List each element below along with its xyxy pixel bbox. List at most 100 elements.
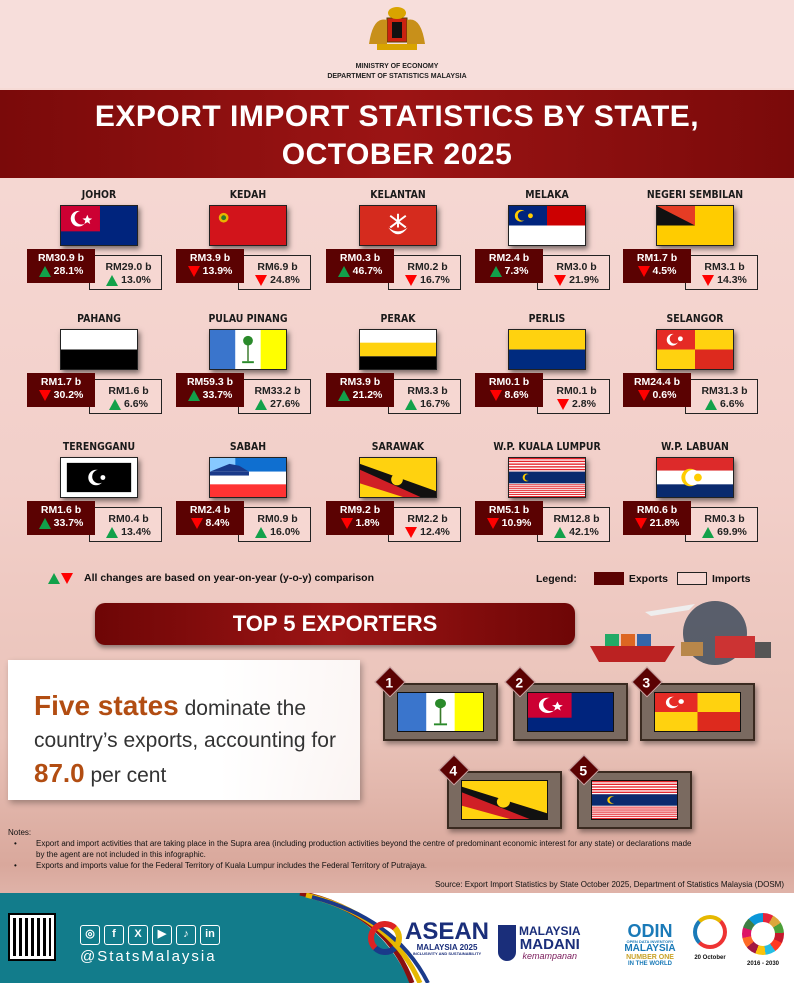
department-name: DEPARTMENT OF STATISTICS MALAYSIA <box>327 73 467 80</box>
social-icons: ◎ f X ▶ ♪ in <box>80 925 220 945</box>
source-citation: Source: Export Import Statistics by Stat… <box>434 880 784 889</box>
imports-box: RM1.6 b 6.6% <box>89 379 162 414</box>
qr-code[interactable] <box>8 913 56 961</box>
up-arrow-icon <box>109 398 122 410</box>
ministry-name: MINISTRY OF ECONOMY <box>355 63 439 70</box>
title-banner: EXPORT IMPORT STATISTICS BY STATE, OCTOB… <box>0 90 794 178</box>
state-flag <box>60 205 138 246</box>
header: MINISTRY OF ECONOMY DEPARTMENT OF STATIS… <box>0 0 794 88</box>
rank-number: 2 <box>515 674 524 691</box>
state-flag <box>656 329 734 370</box>
state-name: PERAK <box>380 312 416 325</box>
imports-value: RM3.1 b <box>704 261 745 273</box>
exports-value: RM0.1 b <box>488 376 530 388</box>
instagram-icon[interactable]: ◎ <box>80 925 100 945</box>
rank-number: 5 <box>579 762 588 779</box>
up-arrow-icon <box>38 517 51 529</box>
down-arrow-icon <box>405 274 418 286</box>
legend-exports-swatch <box>593 572 624 585</box>
imports-value: RM3.3 b <box>407 385 448 397</box>
up-arrow-icon <box>554 526 567 538</box>
flag-sarawak-icon <box>360 458 436 497</box>
summary-highlight: Five states <box>34 690 179 721</box>
imports-value: RM1.6 b <box>108 385 149 397</box>
exports-value: RM9.2 b <box>339 504 381 516</box>
top5-flag-frame <box>383 683 498 741</box>
flag-penang-icon <box>398 693 483 731</box>
state-name: KELANTAN <box>370 188 426 201</box>
exports-change: 0.6% <box>652 389 677 401</box>
imports-value: RM0.2 b <box>407 261 448 273</box>
flag-kelantan-icon <box>360 206 436 245</box>
state-card: SELANGOR RM24.4 b 0.6% RM31.3 b 6.6% <box>623 310 773 425</box>
up-arrow-icon <box>38 265 51 277</box>
exports-value: RM2.4 b <box>488 252 530 264</box>
exports-change: 28.1% <box>53 265 84 277</box>
youtube-icon[interactable]: ▶ <box>152 925 172 945</box>
state-flag <box>60 329 138 370</box>
imports-change: 14.3% <box>717 274 747 286</box>
state-card: JOHOR RM30.9 b 28.1% RM29.0 b 13.0% <box>27 186 177 301</box>
state-name: W.P. LABUAN <box>661 440 729 453</box>
exports-value: RM0.6 b <box>636 504 678 516</box>
flag-johor-icon <box>528 693 613 731</box>
top5-flag-frame <box>447 771 562 829</box>
down-arrow-icon <box>190 517 203 529</box>
flag-selangor-icon <box>655 693 740 731</box>
imports-value: RM3.0 b <box>556 261 597 273</box>
flag-sabah-icon <box>210 458 286 497</box>
exports-box: RM5.1 b 10.9% <box>475 501 543 535</box>
exports-value: RM1.6 b <box>40 504 82 516</box>
imports-box: RM0.9 b 16.0% <box>238 507 311 542</box>
imports-box: RM0.2 b 16.7% <box>388 255 461 290</box>
imports-value: RM12.8 b <box>553 513 600 525</box>
state-card: PAHANG RM1.7 b 30.2% RM1.6 b 6.6% <box>27 310 177 425</box>
page-title-line2: OCTOBER 2025 <box>281 138 513 171</box>
exports-box: RM24.4 b 0.6% <box>623 373 691 407</box>
rank-number: 4 <box>449 762 458 779</box>
exports-change: 46.7% <box>352 265 383 277</box>
exports-change: 30.2% <box>53 389 84 401</box>
exports-box: RM2.4 b 7.3% <box>475 249 543 283</box>
trade-ship-illustration <box>590 601 771 665</box>
state-name: KEDAH <box>229 188 267 201</box>
flag-penang-icon <box>210 330 286 369</box>
exports-box: RM1.7 b 4.5% <box>623 249 691 283</box>
imports-change: 16.0% <box>270 526 300 538</box>
state-card: PERLIS RM0.1 b 8.6% RM0.1 b 2.8% <box>475 310 625 425</box>
top5-flag-frame <box>513 683 628 741</box>
imports-box: RM0.1 b 2.8% <box>537 379 610 414</box>
exports-change: 4.5% <box>652 265 677 277</box>
imports-value: RM2.2 b <box>407 513 448 525</box>
rank-number: 1 <box>385 674 394 691</box>
state-name: PAHANG <box>77 312 121 325</box>
x-icon[interactable]: X <box>128 925 148 945</box>
exports-box: RM3.9 b 13.9% <box>176 249 244 283</box>
state-name: SABAH <box>229 440 267 453</box>
yoy-note-text: All changes are based on year-on-year (y… <box>84 572 375 584</box>
imports-change: 27.6% <box>270 398 300 410</box>
statistics-day-logo: 20 October <box>688 915 732 961</box>
imports-change: 42.1% <box>569 526 599 538</box>
exports-box: RM9.2 b 1.8% <box>326 501 394 535</box>
flag-kedah-icon <box>210 206 286 245</box>
asean-2025-logo: ASEAN MALAYSIA 2025 INCLUSIVITY AND SUSTAI… <box>368 920 493 956</box>
malaysia-madani-logo: MALAYSIA MADANI kemampanan <box>498 925 608 961</box>
facebook-icon[interactable]: f <box>104 925 124 945</box>
imports-change: 6.6% <box>124 398 148 410</box>
imports-box: RM33.2 b 27.6% <box>238 379 311 414</box>
tiktok-icon[interactable]: ♪ <box>176 925 196 945</box>
exports-value: RM30.9 b <box>37 252 85 264</box>
odin-logo: ODIN OPEN DATA INVENTORY MALAYSIA NUMBER… <box>624 921 676 967</box>
up-arrow-icon <box>337 389 350 401</box>
top5-flag-frame <box>577 771 692 829</box>
down-arrow-icon <box>634 517 647 529</box>
linkedin-icon[interactable]: in <box>200 925 220 945</box>
exports-value: RM24.4 b <box>633 376 681 388</box>
notes-heading: Notes: <box>8 828 32 837</box>
legend-exports-label: Exports <box>628 572 668 585</box>
up-arrow-icon <box>705 398 718 410</box>
exports-box: RM0.6 b 21.8% <box>623 501 691 535</box>
imports-value: RM31.3 b <box>701 385 748 397</box>
flag-perak-icon <box>360 330 436 369</box>
